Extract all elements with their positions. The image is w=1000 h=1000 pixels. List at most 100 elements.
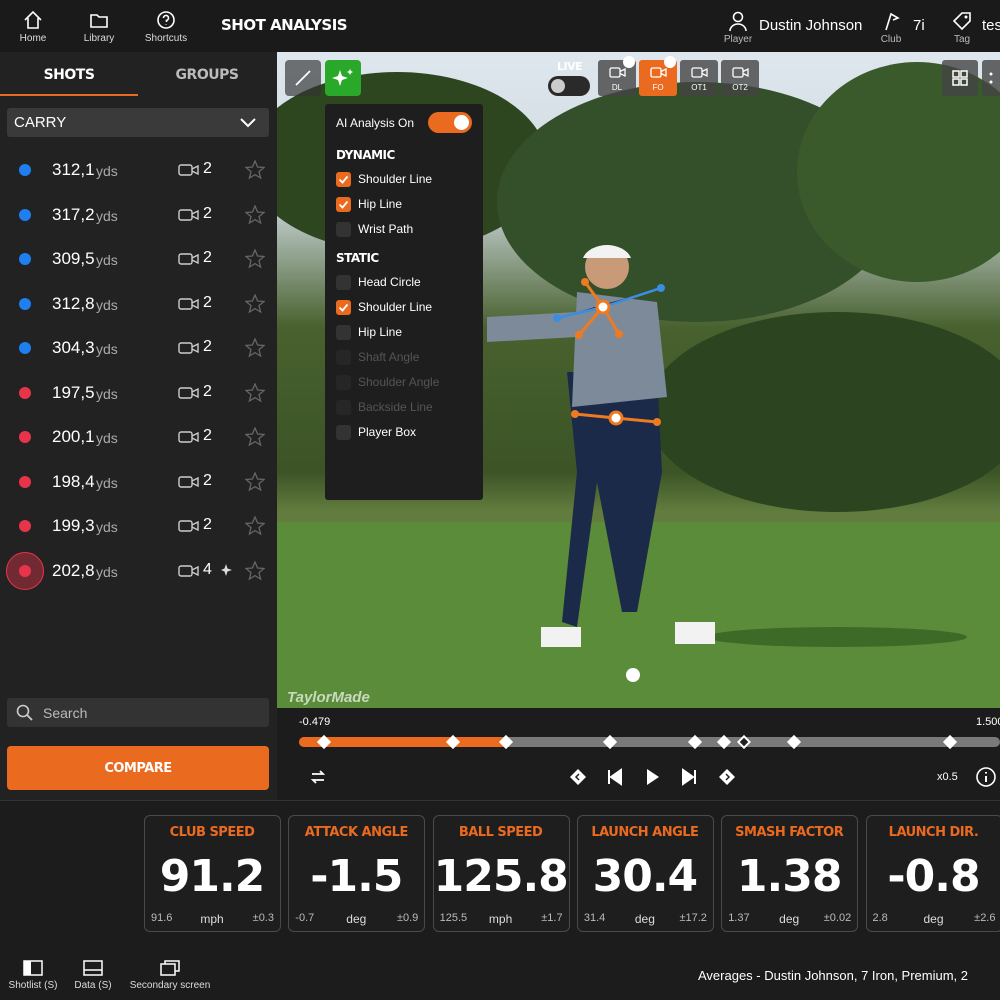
sidebar-tab[interactable]: GROUPS xyxy=(175,67,239,83)
tag-icon[interactable] xyxy=(951,10,973,32)
star-button[interactable] xyxy=(244,381,266,403)
icon-path xyxy=(952,12,971,31)
checkbox[interactable] xyxy=(336,222,351,237)
footer-icon[interactable] xyxy=(159,958,181,978)
metric-dev: ±1.7 xyxy=(541,912,563,924)
watermark: TaylorMade xyxy=(287,689,370,706)
live-label: LIVE xyxy=(557,60,583,73)
star-button[interactable] xyxy=(244,337,266,358)
nav-icon[interactable] xyxy=(88,9,110,31)
star-button[interactable] xyxy=(244,159,266,180)
icon-rect xyxy=(960,78,968,86)
star-button[interactable] xyxy=(244,292,266,314)
club-value[interactable]: 7i xyxy=(913,17,925,34)
metric-value: 91.2 xyxy=(159,851,266,902)
camera-label: OT2 xyxy=(732,83,748,92)
sidebar-tab[interactable]: SHOTS xyxy=(43,67,95,83)
icon-svg xyxy=(244,203,266,224)
icon-path xyxy=(191,253,199,265)
more-button[interactable] xyxy=(982,60,1000,96)
checkbox[interactable] xyxy=(336,275,351,290)
icon-rect xyxy=(691,67,703,78)
nav-label[interactable]: Library xyxy=(83,33,115,44)
icon-circle xyxy=(964,15,968,19)
icon-svg xyxy=(16,704,33,721)
nav-icon[interactable] xyxy=(155,9,177,31)
video-count: 2 xyxy=(203,249,212,266)
checkbox[interactable] xyxy=(336,197,351,212)
player-control[interactable] xyxy=(307,766,329,788)
camera-button[interactable]: OT2 xyxy=(721,60,759,96)
star-button[interactable] xyxy=(244,470,266,492)
icon-svg xyxy=(244,470,266,491)
option-label[interactable]: Wrist Path xyxy=(358,222,414,236)
star-button[interactable] xyxy=(244,203,266,225)
icon-path xyxy=(24,10,42,29)
timeline-track[interactable] xyxy=(299,737,1000,747)
tag-value[interactable]: tes xyxy=(982,17,1000,34)
shot-row[interactable]: 309,5 yds 2 xyxy=(0,237,277,281)
icon-circle xyxy=(976,767,996,787)
timeline-end: 1.500 xyxy=(976,716,1000,728)
player-name[interactable]: Dustin Johnson xyxy=(759,17,863,34)
footer-icon[interactable] xyxy=(22,958,44,978)
checkbox[interactable] xyxy=(336,325,351,340)
player-control[interactable] xyxy=(975,766,997,788)
metric-label: ATTACK ANGLE xyxy=(304,825,409,840)
search-box[interactable]: Search xyxy=(7,698,269,727)
option-label[interactable]: Player Box xyxy=(358,425,417,439)
icon-svg xyxy=(729,11,747,32)
footer-icon[interactable] xyxy=(82,958,104,978)
live-toggle[interactable] xyxy=(548,76,590,96)
player-control[interactable] xyxy=(716,766,738,788)
option-label[interactable]: Hip Line xyxy=(358,325,403,339)
shot-row[interactable]: 312,8 yds 2 xyxy=(0,282,277,326)
ai-toggle[interactable] xyxy=(428,112,472,133)
shot-row[interactable]: 200,1 yds 2 xyxy=(0,415,277,459)
option-label[interactable]: Shoulder Line xyxy=(358,300,433,314)
option-label[interactable]: Head Circle xyxy=(358,275,421,289)
player-control[interactable] xyxy=(604,766,626,788)
camera-button[interactable]: OT1 xyxy=(680,60,718,96)
footer-label[interactable]: Shotlist (S) xyxy=(8,980,58,991)
icon-path xyxy=(90,14,108,28)
nav-label[interactable]: Shortcuts xyxy=(144,33,188,44)
nav-label[interactable]: Home xyxy=(19,33,47,44)
checkbox[interactable] xyxy=(336,300,351,315)
shot-row[interactable]: 317,2 yds 2 xyxy=(0,193,277,237)
star-button[interactable] xyxy=(244,515,266,536)
draw-tool[interactable] xyxy=(285,60,321,96)
layout-button[interactable] xyxy=(942,60,978,96)
shot-row[interactable]: 199,3 yds 2 xyxy=(0,504,277,548)
timeline-panel xyxy=(277,708,1000,800)
ai-tool[interactable] xyxy=(325,60,361,96)
icon-circle xyxy=(626,668,640,682)
option-label[interactable]: Shoulder Line xyxy=(358,172,433,186)
speed-label[interactable]: x0.5 xyxy=(937,771,958,783)
player-control[interactable] xyxy=(678,766,700,788)
shot-row[interactable]: 198,4 yds 2 xyxy=(0,460,277,504)
checkbox xyxy=(336,350,351,365)
player-control[interactable] xyxy=(641,766,663,788)
star-button[interactable] xyxy=(244,559,266,581)
shot-row[interactable]: 312,1 yds 2 xyxy=(0,148,277,192)
star-button[interactable] xyxy=(244,248,266,269)
shot-row[interactable]: 304,3 yds 2 xyxy=(0,326,277,370)
metric-unit: deg xyxy=(634,912,655,926)
nav-icon[interactable] xyxy=(22,9,44,31)
star-button[interactable] xyxy=(244,426,266,447)
player-control[interactable] xyxy=(567,766,589,788)
club-icon[interactable] xyxy=(882,10,902,32)
footer-label[interactable]: Data (S) xyxy=(74,980,112,991)
footer-label[interactable]: Secondary screen xyxy=(129,980,211,991)
player-icon[interactable] xyxy=(728,10,748,32)
shot-row[interactable]: 197,5 yds 2 xyxy=(0,371,277,415)
compare-button[interactable]: COMPARE xyxy=(7,746,269,790)
icon-path xyxy=(162,14,170,25)
option-label[interactable]: Hip Line xyxy=(358,197,403,211)
dropdown[interactable]: CARRY xyxy=(7,108,269,137)
checkbox[interactable] xyxy=(336,425,351,440)
icon-path xyxy=(572,292,667,407)
checkbox[interactable] xyxy=(336,172,351,187)
shot-row[interactable]: 202,8 yds 4 xyxy=(0,549,277,593)
